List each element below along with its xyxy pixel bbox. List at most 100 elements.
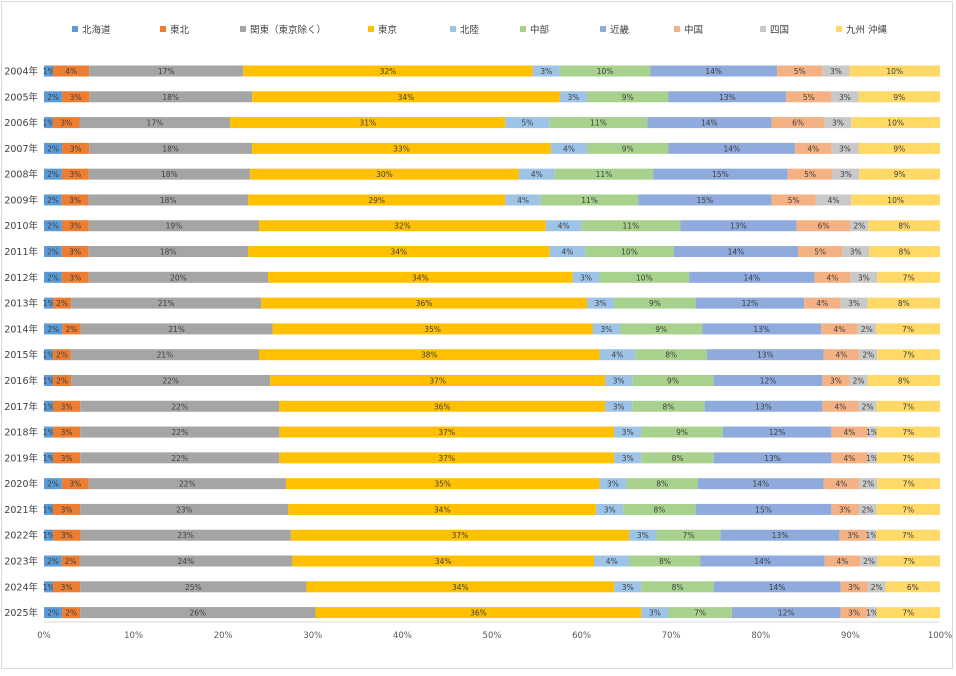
bar-segment-21-9 bbox=[867, 581, 886, 593]
bar-segment-15-4 bbox=[279, 426, 615, 438]
x-tick-label-5: 40% bbox=[393, 631, 412, 641]
bar-segment-3-8 bbox=[771, 117, 825, 129]
data-label-19-3: 23% bbox=[177, 531, 194, 540]
data-label-11-5: 3% bbox=[600, 325, 612, 334]
year-label-19: 2022年 bbox=[4, 530, 38, 542]
data-label-18-6: 8% bbox=[653, 505, 665, 514]
bar-segment-7-10 bbox=[868, 220, 940, 232]
data-label-18-9: 2% bbox=[862, 505, 874, 514]
data-label-21-10: 6% bbox=[907, 583, 919, 592]
legend-swatch-7 bbox=[600, 26, 606, 32]
bar-segment-16-4 bbox=[279, 452, 615, 464]
year-label-16: 2019年 bbox=[4, 452, 38, 464]
bar-segment-14-7 bbox=[704, 400, 823, 412]
bar-segment-2-8 bbox=[786, 91, 832, 103]
bar-segment-12-8 bbox=[823, 349, 860, 361]
bar-segment-12-10 bbox=[877, 349, 940, 361]
bar-segment-21-7 bbox=[713, 581, 841, 593]
bar-segment-15-8 bbox=[831, 426, 868, 438]
data-label-4-8: 4% bbox=[807, 144, 819, 153]
year-label-7: 2010年 bbox=[4, 220, 38, 232]
bar-segment-13-2 bbox=[53, 374, 72, 386]
bar-segment-15-10 bbox=[876, 426, 940, 438]
bar-segment-19-5 bbox=[629, 529, 657, 541]
data-label-2-1: 2% bbox=[47, 93, 59, 102]
data-label-2-4: 34% bbox=[398, 93, 415, 102]
data-label-6-4: 29% bbox=[368, 196, 385, 205]
legend-swatch-1 bbox=[72, 26, 78, 32]
bar-segment-11-4 bbox=[272, 323, 593, 335]
bar-segment-17-7 bbox=[698, 478, 824, 490]
data-label-17-4: 35% bbox=[434, 480, 451, 489]
data-label-17-8: 4% bbox=[835, 480, 847, 489]
data-label-15-6: 9% bbox=[676, 428, 688, 437]
x-tick-label-7: 60% bbox=[572, 631, 591, 641]
bar-segment-1-10 bbox=[849, 65, 940, 77]
bar-segment-18-5 bbox=[596, 503, 624, 515]
bar-segment-1-1 bbox=[44, 65, 54, 77]
data-label-14-5: 3% bbox=[613, 402, 625, 411]
bar-segment-19-7 bbox=[720, 529, 840, 541]
x-tick-label-2: 10% bbox=[124, 631, 143, 641]
bar-segment-9-7 bbox=[689, 271, 815, 283]
data-label-7-3: 19% bbox=[166, 222, 183, 231]
data-label-22-3: 26% bbox=[190, 609, 207, 618]
data-label-12-3: 21% bbox=[157, 351, 174, 360]
bar-segment-6-1 bbox=[44, 194, 62, 206]
data-label-8-5: 4% bbox=[561, 248, 573, 257]
bar-segment-14-9 bbox=[858, 400, 877, 412]
bar-segment-21-2 bbox=[53, 581, 81, 593]
x-tick-label-9: 80% bbox=[751, 631, 770, 641]
bar-segment-4-3 bbox=[89, 142, 253, 154]
legend-swatch-2 bbox=[160, 26, 166, 32]
data-label-15-7: 12% bbox=[769, 428, 786, 437]
bar-segment-16-7 bbox=[713, 452, 832, 464]
data-label-19-9: 1% bbox=[865, 531, 877, 540]
bar-segment-8-5 bbox=[549, 246, 586, 258]
data-label-13-3: 22% bbox=[162, 376, 179, 385]
data-label-9-3: 20% bbox=[170, 273, 187, 282]
data-label-19-5: 3% bbox=[637, 531, 649, 540]
data-label-14-10: 7% bbox=[902, 402, 914, 411]
data-label-19-4: 37% bbox=[452, 531, 469, 540]
data-label-9-7: 14% bbox=[744, 273, 761, 282]
bar-segment-18-3 bbox=[80, 503, 289, 515]
data-label-17-10: 7% bbox=[903, 480, 915, 489]
year-label-2: 2005年 bbox=[4, 91, 38, 103]
bar-segment-21-10 bbox=[885, 581, 940, 593]
bar-segment-10-10 bbox=[867, 297, 940, 309]
bar-segment-2-9 bbox=[831, 91, 859, 103]
data-label-13-2: 2% bbox=[56, 376, 68, 385]
year-label-4: 2007年 bbox=[4, 143, 38, 155]
year-label-21: 2024年 bbox=[4, 581, 38, 593]
data-label-2-8: 5% bbox=[803, 93, 815, 102]
data-label-9-1: 2% bbox=[47, 273, 59, 282]
data-label-18-7: 15% bbox=[755, 505, 772, 514]
data-label-3-10: 10% bbox=[887, 119, 904, 128]
bar-segment-10-9 bbox=[840, 297, 868, 309]
data-label-21-1: 1% bbox=[43, 583, 55, 592]
bar-segment-10-4 bbox=[261, 297, 588, 309]
bar-segment-8-6 bbox=[585, 246, 674, 258]
bar-segment-9-5 bbox=[572, 271, 600, 283]
data-label-19-1: 1% bbox=[43, 531, 55, 540]
data-label-15-2: 3% bbox=[61, 428, 73, 437]
legend-label-4: 東京 bbox=[378, 24, 397, 36]
x-tick-label-10: 90% bbox=[841, 631, 860, 641]
data-label-22-6: 7% bbox=[694, 609, 706, 618]
bar-segment-6-4 bbox=[248, 194, 506, 206]
bar-segment-19-1 bbox=[44, 529, 54, 541]
bar-segment-12-1 bbox=[44, 349, 53, 361]
data-label-4-9: 3% bbox=[839, 144, 851, 153]
data-label-20-9: 2% bbox=[863, 557, 875, 566]
bar-segment-7-3 bbox=[88, 220, 260, 232]
data-label-2-6: 9% bbox=[622, 93, 634, 102]
data-label-22-10: 7% bbox=[902, 609, 914, 618]
bar-segment-20-5 bbox=[594, 555, 630, 567]
data-label-2-10: 9% bbox=[893, 93, 905, 102]
bar-segment-19-3 bbox=[80, 529, 291, 541]
data-label-2-5: 3% bbox=[568, 93, 580, 102]
data-label-3-3: 17% bbox=[147, 119, 164, 128]
data-label-18-10: 7% bbox=[902, 505, 914, 514]
data-label-15-8: 4% bbox=[844, 428, 856, 437]
